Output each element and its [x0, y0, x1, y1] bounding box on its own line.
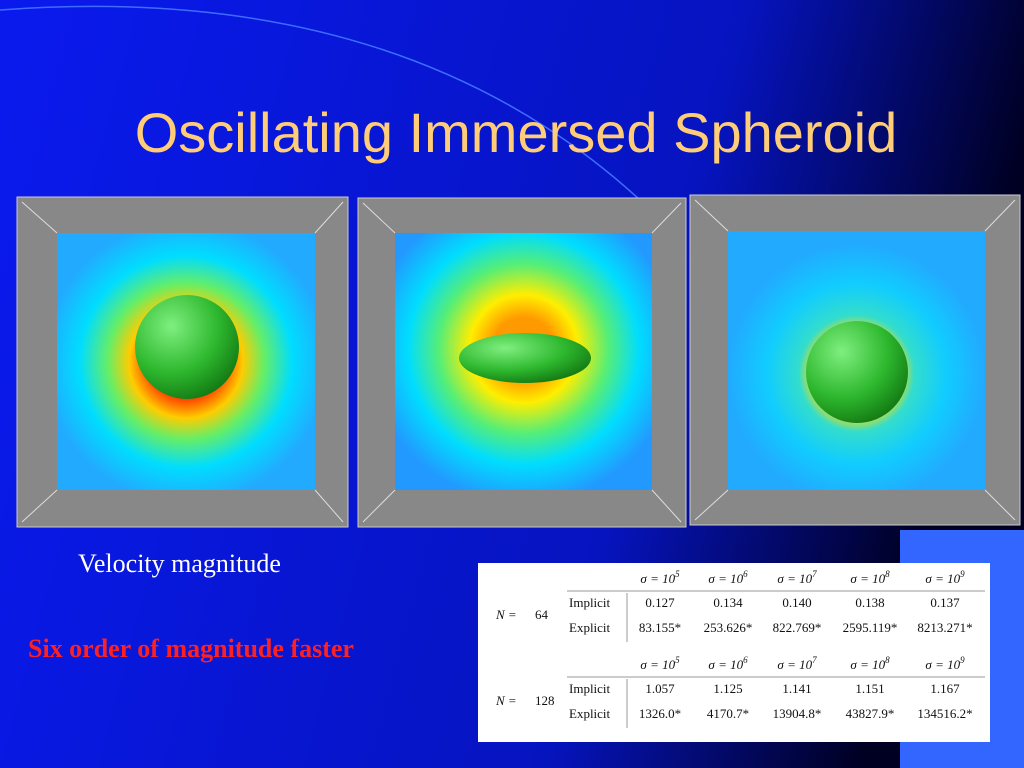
header-exponent: 8: [885, 569, 890, 579]
header-base: σ = 10: [925, 571, 960, 586]
header-base: σ = 10: [925, 657, 960, 672]
n-label: N =: [495, 607, 517, 622]
table-cell: 8213.271*: [917, 620, 972, 635]
header-exponent: 6: [743, 569, 748, 579]
table-cell: 2595.119*: [843, 620, 898, 635]
table-cell: 83.155*: [639, 620, 681, 635]
header-exponent: 6: [743, 655, 748, 665]
column-header: σ = 107: [777, 655, 817, 672]
method-label: Explicit: [569, 620, 611, 635]
table-cell: 0.134: [713, 595, 743, 610]
header-exponent: 7: [812, 569, 817, 579]
column-header: σ = 105: [640, 655, 680, 672]
column-header: σ = 107: [777, 569, 817, 586]
n-value: 64: [535, 607, 549, 622]
table-cell: 0.127: [645, 595, 675, 610]
table-cell: 0.137: [930, 595, 960, 610]
method-label: Implicit: [569, 681, 611, 696]
table-cell: 822.769*: [773, 620, 822, 635]
table-cell: 134516.2*: [917, 706, 972, 721]
decor-arc: [0, 5, 641, 201]
column-header: σ = 109: [925, 569, 965, 586]
slide-title: Oscillating Immersed Spheroid: [135, 101, 898, 164]
header-base: σ = 10: [640, 571, 675, 586]
header-base: σ = 10: [708, 571, 743, 586]
table-cell: 13904.8*: [773, 706, 822, 721]
header-exponent: 5: [675, 655, 680, 665]
header-exponent: 9: [960, 569, 965, 579]
table-cell: 0.140: [782, 595, 811, 610]
highlight-text: Six order of magnitude faster: [28, 634, 354, 663]
column-header: σ = 108: [850, 569, 890, 586]
method-label: Implicit: [569, 595, 611, 610]
header-exponent: 7: [812, 655, 817, 665]
header-base: σ = 10: [850, 657, 885, 672]
panel: [16, 196, 349, 528]
column-header: σ = 108: [850, 655, 890, 672]
table-cell: 0.138: [855, 595, 884, 610]
header-base: σ = 10: [640, 657, 675, 672]
method-label: Explicit: [569, 706, 611, 721]
header-exponent: 8: [885, 655, 890, 665]
table-cell: 4170.7*: [707, 706, 749, 721]
column-header: σ = 106: [708, 569, 748, 586]
header-base: σ = 10: [777, 571, 812, 586]
table-cell: 1.125: [713, 681, 742, 696]
panel: [357, 197, 687, 528]
caption: Velocity magnitude: [78, 549, 281, 578]
table-cell: 253.626*: [704, 620, 753, 635]
header-base: σ = 10: [777, 657, 812, 672]
n-value: 128: [535, 693, 555, 708]
n-label: N =: [495, 693, 517, 708]
table-cell: 1.057: [645, 681, 675, 696]
table-cell: 43827.9*: [846, 706, 895, 721]
table-cell: 1.141: [782, 681, 811, 696]
header-exponent: 9: [960, 655, 965, 665]
table-cell: 1.151: [855, 681, 884, 696]
header-exponent: 5: [675, 569, 680, 579]
column-header: σ = 105: [640, 569, 680, 586]
header-base: σ = 10: [708, 657, 743, 672]
header-base: σ = 10: [850, 571, 885, 586]
table-cell: 1326.0*: [639, 706, 681, 721]
panel: [689, 194, 1021, 526]
column-header: σ = 106: [708, 655, 748, 672]
column-header: σ = 109: [925, 655, 965, 672]
table-cell: 1.167: [930, 681, 960, 696]
